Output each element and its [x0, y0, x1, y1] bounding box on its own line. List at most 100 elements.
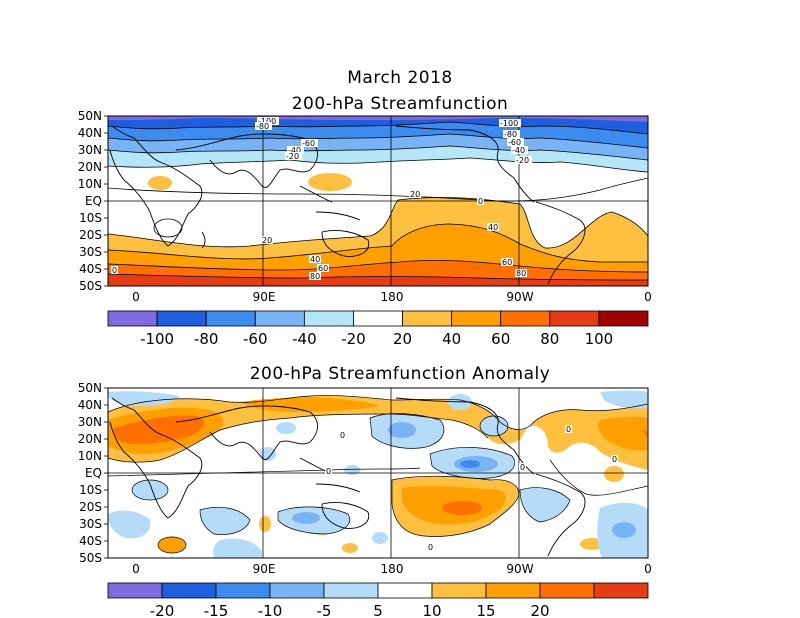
grid-2: [108, 388, 648, 558]
colorbar-swatch: [215, 582, 271, 599]
sf-band-m100: [108, 116, 648, 122]
y-tick-label: 50N: [78, 109, 102, 123]
contour-label: -40: [512, 146, 525, 155]
contour-label-bg: [519, 463, 526, 471]
panel1-title: 200-hPa Streamfunction: [291, 94, 509, 114]
contour-label-bg: [427, 543, 434, 551]
colorbar-label: 15: [476, 602, 495, 618]
anom-blue-tib: [276, 422, 296, 434]
y-tick-label: 40S: [79, 534, 102, 548]
colorbar-label: -100: [140, 330, 174, 348]
contour-label-bg: [309, 272, 321, 280]
anom-nh-orange2: [108, 397, 648, 454]
y-tick-label: 50N: [78, 381, 102, 395]
contour-label-bg: [287, 146, 304, 154]
y-tick-label: 20S: [79, 228, 102, 242]
colorbar-swatch: [353, 310, 403, 327]
sf-band-80: [108, 274, 648, 286]
contour-label-bg: [511, 146, 528, 154]
contour-label: 0: [340, 431, 345, 440]
contour-label: 60: [318, 264, 328, 273]
contour-label-bg: [301, 139, 318, 147]
y-tick-label: 30N: [78, 143, 102, 157]
anom-blue-nwpac2: [388, 422, 416, 438]
contour-label-bg: [515, 156, 532, 164]
y-tick-label: 10N: [78, 449, 102, 463]
contour-label: 40: [310, 255, 320, 264]
y-tick-label: 50S: [79, 279, 102, 293]
y-tick-label: 20N: [78, 160, 102, 174]
colorbar-label: -15: [204, 602, 229, 618]
y-tick-label: 40N: [78, 398, 102, 412]
sf-blob-pacific: [308, 173, 352, 191]
colorbar-swatch: [402, 310, 453, 327]
contour-label-bg: [501, 258, 513, 266]
contour-label-bg: [499, 119, 521, 127]
contour-label-bg: [565, 425, 572, 433]
anom-blue-saf: [132, 480, 168, 500]
contour-label: -60: [508, 138, 521, 147]
y-tick-label: 30S: [79, 245, 102, 259]
anom-contours: [108, 395, 648, 554]
contour-label: 0: [112, 266, 117, 275]
contour-label-bg: [255, 122, 272, 130]
contour-label: 40: [488, 223, 498, 232]
anom-blue-sio: [200, 507, 262, 558]
anom-nh-orange: [108, 395, 648, 470]
contour-label-bg: [409, 190, 421, 198]
x-tick-label: 0: [132, 562, 140, 576]
y-tick-label: 30S: [79, 517, 102, 531]
x-tick-label: 90W: [506, 562, 533, 576]
y-tick-label: 30N: [78, 415, 102, 429]
anom-blue-ind: [260, 447, 276, 461]
x-tick-label: 90W: [506, 290, 533, 304]
anom-blob-o2: [259, 516, 271, 532]
x-tick-label: 180: [381, 562, 404, 576]
colorbar-label: 5: [373, 602, 383, 618]
contour-label: 0: [478, 197, 483, 206]
colorbar-swatch: [377, 582, 433, 599]
anom-blob-o6: [604, 466, 624, 482]
anom-blob-o4: [342, 543, 358, 553]
colorbar-label: -5: [317, 602, 332, 618]
panel2-title: 200-hPa Streamfunction Anomaly: [249, 364, 551, 384]
contour-label: 80: [310, 272, 320, 281]
contour-label-bg: [507, 138, 524, 146]
contour-label: 0: [566, 425, 571, 434]
contour-label-bg: [325, 467, 332, 475]
colorbar-swatch: [303, 310, 354, 327]
colorbar-swatch: [107, 582, 163, 599]
colorbar-swatch: [323, 582, 379, 599]
contour-label-bg: [487, 223, 499, 231]
contour-label-bg: [261, 236, 273, 244]
colorbar-label: 20: [530, 602, 549, 618]
panel2-map: 0 0 0 0 0 0: [108, 388, 648, 558]
y-tick-label: EQ: [85, 466, 102, 480]
colorbar-swatch: [598, 310, 649, 327]
y-tick-label: 50S: [79, 551, 102, 565]
anom-blue-cpac3: [460, 460, 480, 468]
x-tick-label: 0: [644, 290, 652, 304]
grid-1: [108, 116, 648, 286]
contour-label: -60: [302, 139, 315, 148]
sf-contours: [108, 121, 648, 281]
y-tick-label: 40S: [79, 262, 102, 276]
contour-label-bg: [339, 431, 346, 439]
colorbar-label: 10: [422, 602, 441, 618]
sf-blob-africa: [148, 176, 172, 190]
colorbar-swatch: [549, 310, 600, 327]
colorbar-label: 20: [393, 330, 412, 348]
contour-label: -80: [256, 122, 269, 131]
contour-label-bg: [503, 130, 520, 138]
anom-sh-orange3: [442, 501, 482, 515]
y-tick-label: 20S: [79, 500, 102, 514]
colorbar-swatch: [254, 310, 305, 327]
contour-label: 60: [502, 258, 512, 267]
y-tick-label: EQ: [85, 194, 102, 208]
coastlines-1: [109, 125, 586, 285]
y-tick-label: 40N: [78, 126, 102, 140]
anom-blue-shatl: [108, 510, 151, 539]
contour-label-bg: [285, 152, 302, 160]
anom-blue-aus2: [292, 512, 320, 524]
